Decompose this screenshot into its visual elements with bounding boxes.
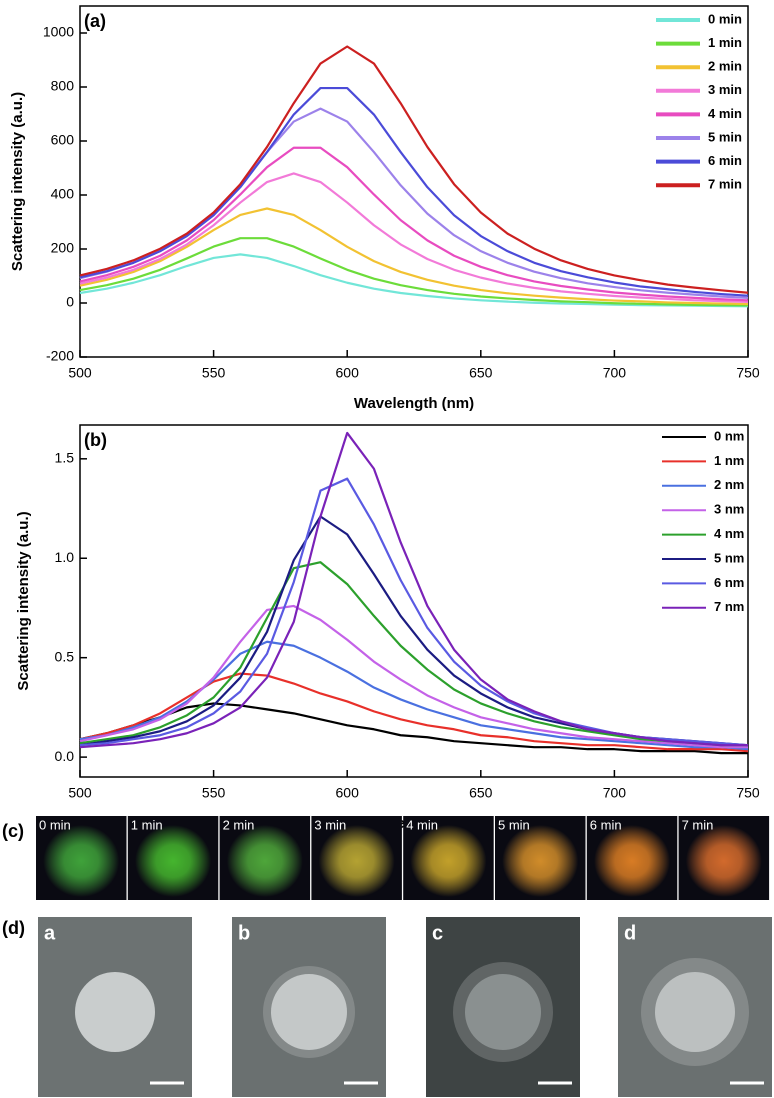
x-tick-label: 600 — [336, 365, 360, 381]
scattering-spot — [43, 825, 120, 897]
data-line — [79, 672, 749, 753]
scattering-spot — [226, 825, 303, 897]
data-line — [79, 702, 748, 755]
data-line — [79, 146, 749, 302]
x-tick-label: 550 — [202, 365, 226, 381]
y-tick-label: 800 — [51, 78, 75, 94]
legend-label: 4 nm — [714, 526, 744, 541]
x-tick-label: 650 — [469, 365, 493, 381]
legend-label: 0 min — [708, 11, 742, 26]
legend-label: 4 min — [708, 106, 742, 121]
y-tick-label: 1000 — [43, 24, 74, 40]
legend-label: 5 nm — [714, 550, 744, 565]
core — [655, 972, 735, 1052]
image-label: c — [432, 922, 443, 944]
y-axis-title: Scattering intensity (a.u.) — [15, 511, 32, 690]
x-tick-label: 500 — [68, 365, 92, 381]
legend-label: 7 min — [708, 177, 742, 192]
y-axis-title: Scattering intensity (a.u.) — [9, 92, 26, 271]
scattering-spot — [135, 825, 212, 897]
panel-label: (c) — [2, 821, 24, 841]
scattering-spot — [502, 825, 579, 897]
x-tick-label: 750 — [736, 785, 760, 801]
x-tick-label: 500 — [68, 785, 92, 801]
data-line — [79, 604, 748, 749]
plot-frame — [79, 424, 749, 778]
panel-label: (d) — [2, 918, 25, 938]
image-label: b — [238, 922, 250, 944]
frame-label: 2 min — [223, 817, 255, 832]
frame-label: 4 min — [406, 817, 438, 832]
legend-label: 3 min — [708, 82, 742, 97]
frame-label: 7 min — [682, 817, 714, 832]
legend-label: 2 nm — [714, 477, 744, 492]
y-tick-label: 0.0 — [55, 748, 75, 764]
panel-label: (b) — [84, 430, 107, 450]
x-axis-title: Wavelength (nm) — [354, 395, 474, 412]
y-tick-label: 0 — [66, 294, 74, 310]
image-label: a — [44, 922, 56, 944]
scattering-spot — [410, 825, 487, 897]
frame-label: 5 min — [498, 817, 530, 832]
data-line — [79, 561, 748, 747]
y-tick-label: 200 — [51, 240, 75, 256]
frame-label: 6 min — [590, 817, 622, 832]
image-label: d — [624, 922, 636, 944]
legend-label: 7 nm — [714, 599, 744, 614]
x-tick-label: 650 — [469, 785, 493, 801]
x-tick-label: 750 — [736, 365, 760, 381]
x-tick-label: 550 — [202, 785, 226, 801]
core — [271, 974, 347, 1050]
core — [75, 972, 155, 1052]
legend-label: 6 min — [708, 153, 742, 168]
legend-label: 3 nm — [714, 502, 744, 517]
frame-label: 1 min — [131, 817, 163, 832]
data-line — [79, 431, 748, 749]
x-tick-label: 700 — [603, 365, 627, 381]
x-tick-label: 600 — [336, 785, 360, 801]
frame-label: 0 min — [39, 817, 71, 832]
legend-label: 0 nm — [714, 428, 744, 443]
y-tick-label: 1.0 — [55, 549, 75, 565]
legend-label: 2 min — [708, 59, 742, 74]
core — [465, 974, 541, 1050]
data-line — [79, 237, 749, 307]
scattering-spot — [318, 825, 395, 897]
legend-label: 1 nm — [714, 453, 744, 468]
scattering-spot — [594, 825, 671, 897]
x-tick-label: 700 — [603, 785, 627, 801]
y-tick-label: 1.5 — [55, 450, 75, 466]
data-line — [79, 45, 749, 294]
frame-label: 3 min — [314, 817, 346, 832]
data-line — [79, 253, 749, 308]
data-line — [79, 86, 749, 297]
panel-label: (a) — [84, 11, 106, 31]
y-tick-label: 0.5 — [55, 648, 75, 664]
legend-label: 5 min — [708, 129, 742, 144]
data-line — [79, 107, 749, 299]
legend-label: 1 min — [708, 35, 742, 50]
data-line — [79, 172, 749, 304]
data-line — [79, 207, 749, 306]
y-tick-label: -200 — [46, 348, 74, 364]
legend-label: 6 nm — [714, 575, 744, 590]
y-tick-label: 400 — [51, 186, 75, 202]
plot-frame — [79, 5, 749, 358]
y-tick-label: 600 — [51, 132, 75, 148]
scattering-spot — [685, 825, 762, 897]
